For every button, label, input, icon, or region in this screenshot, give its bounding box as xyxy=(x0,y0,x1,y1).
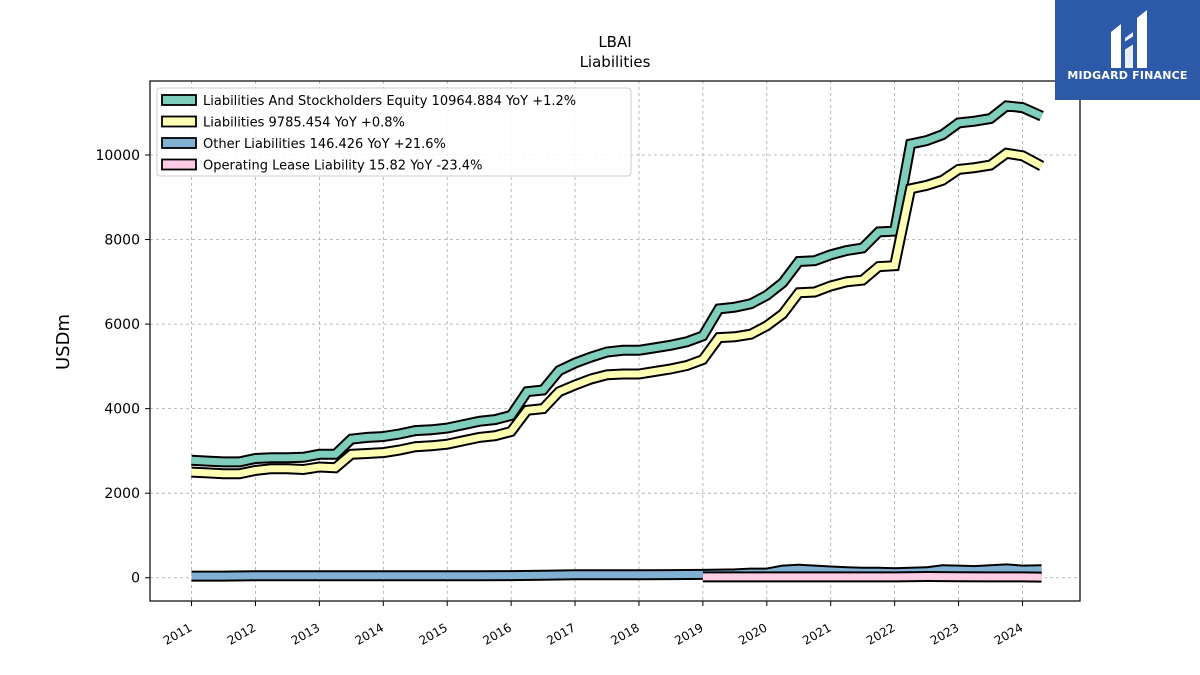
x-tick-label: 2017 xyxy=(544,620,577,647)
legend-box xyxy=(156,87,632,177)
x-tick-label: 2022 xyxy=(864,620,897,647)
series-liabilities-and-stockholders-equity xyxy=(191,100,1044,468)
x-tick-label: 2012 xyxy=(225,620,258,647)
y-tick-label: 10000 xyxy=(95,148,140,164)
y-tick-label: 4000 xyxy=(104,402,140,418)
series-lines xyxy=(191,100,1045,583)
x-tick-label: 2024 xyxy=(992,620,1025,647)
legend-swatch xyxy=(161,137,197,149)
legend-label: Operating Lease Liability 15.82 YoY -23.… xyxy=(203,159,482,174)
series-liabilities xyxy=(191,147,1045,480)
x-tick-label: 2014 xyxy=(353,620,386,647)
legend: Liabilities And Stockholders Equity 1096… xyxy=(156,87,632,177)
legend-swatch xyxy=(161,158,197,171)
series-operating-lease-liability xyxy=(702,570,1042,583)
chart-subtitle: Liabilities xyxy=(580,53,651,71)
x-tick-label: 2021 xyxy=(800,620,833,647)
x-tick-label: 2016 xyxy=(481,620,514,647)
y-axis-label: USDm xyxy=(53,314,74,370)
series-line xyxy=(702,572,1042,581)
legend-swatch xyxy=(161,94,197,106)
x-tick-label: 2011 xyxy=(161,620,194,647)
series-line xyxy=(191,102,1044,466)
chart-title: LBAI xyxy=(598,33,631,51)
x-tick-label: 2013 xyxy=(289,620,322,647)
x-tick-label: 2020 xyxy=(736,620,769,647)
y-tick-label: 0 xyxy=(131,571,140,587)
y-tick-label: 6000 xyxy=(104,317,140,333)
legend-label: Liabilities 9785.454 YoY +0.8% xyxy=(203,116,405,131)
plot-frame xyxy=(149,80,1081,602)
brand-logo: MIDGARD FINANCE xyxy=(1055,0,1200,100)
brand-name: MIDGARD FINANCE xyxy=(1067,69,1188,82)
x-tick-label: 2023 xyxy=(928,620,961,647)
legend-label: Other Liabilities 146.426 YoY +21.6% xyxy=(203,137,446,152)
x-tick-label: 2015 xyxy=(417,620,450,647)
x-tick-label: 2019 xyxy=(672,620,705,647)
midgard-logo-icon xyxy=(1111,10,1147,68)
legend-label: Liabilities And Stockholders Equity 1096… xyxy=(203,94,576,109)
legend-swatch xyxy=(161,115,197,128)
y-tick-label: 8000 xyxy=(104,233,140,249)
x-tick-label: 2018 xyxy=(608,620,641,647)
y-tick-label: 2000 xyxy=(104,486,140,502)
series-line xyxy=(191,149,1044,478)
